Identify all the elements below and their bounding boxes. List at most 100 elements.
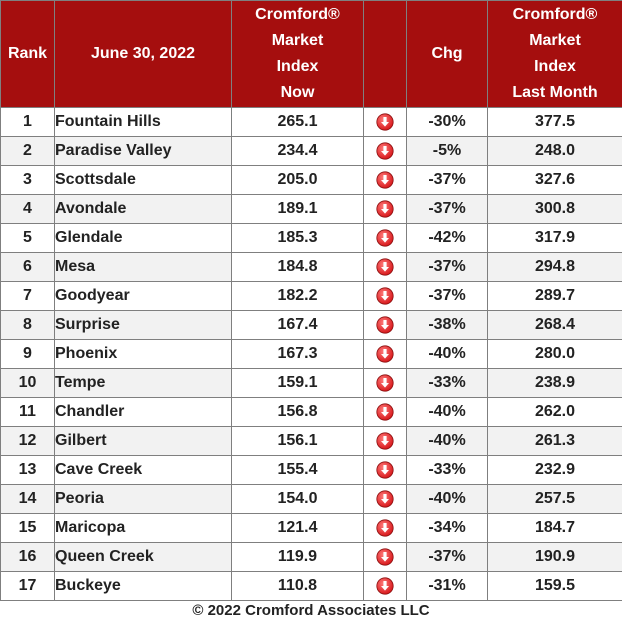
index-now-cell: 185.3	[231, 223, 364, 253]
index-last-month-cell: 190.9	[487, 542, 622, 572]
trend-cell	[363, 397, 407, 427]
index-last-month-cell: 280.0	[487, 339, 622, 369]
index-last-month-cell: 327.6	[487, 165, 622, 195]
header-index-now-line-2: Market	[271, 32, 324, 49]
down-arrow-icon	[376, 142, 394, 160]
trend-cell	[363, 165, 407, 195]
change-cell: -30%	[406, 107, 488, 137]
city-cell: Glendale	[54, 223, 232, 253]
change-cell: -33%	[406, 368, 488, 398]
header-index-last-month: Cromford® Market Index Last Month	[487, 0, 622, 108]
trend-cell	[363, 194, 407, 224]
change-cell: -33%	[406, 455, 488, 485]
down-arrow-icon	[376, 113, 394, 131]
trend-cell	[363, 542, 407, 572]
header-index-now: Cromford® Market Index Now	[231, 0, 364, 108]
down-arrow-icon	[376, 345, 394, 363]
city-cell: Queen Creek	[54, 542, 232, 572]
index-now-cell: 110.8	[231, 571, 364, 601]
down-arrow-icon	[376, 548, 394, 566]
index-now-cell: 155.4	[231, 455, 364, 485]
change-cell: -37%	[406, 281, 488, 311]
index-now-cell: 205.0	[231, 165, 364, 195]
city-cell: Goodyear	[54, 281, 232, 311]
copyright-footer: © 2022 Cromford Associates LLC	[192, 602, 430, 619]
down-arrow-icon	[376, 171, 394, 189]
rank-cell: 17	[0, 571, 55, 601]
down-arrow-icon	[376, 200, 394, 218]
table-row: 8 Surprise 167.4 -38% 268.4	[0, 310, 622, 340]
down-arrow-icon	[376, 577, 394, 595]
index-now-cell: 189.1	[231, 194, 364, 224]
index-now-cell: 154.0	[231, 484, 364, 514]
down-arrow-icon	[376, 229, 394, 247]
table-row: 17 Buckeye 110.8 -31% 159.5	[0, 571, 622, 601]
down-arrow-icon	[376, 403, 394, 421]
down-arrow-icon	[376, 316, 394, 334]
city-cell: Peoria	[54, 484, 232, 514]
index-last-month-cell: 262.0	[487, 397, 622, 427]
index-now-cell: 184.8	[231, 252, 364, 282]
change-cell: -40%	[406, 339, 488, 369]
table-row: 7 Goodyear 182.2 -37% 289.7	[0, 281, 622, 311]
index-now-cell: 265.1	[231, 107, 364, 137]
header-trend	[363, 0, 407, 108]
table-row: 13 Cave Creek 155.4 -33% 232.9	[0, 455, 622, 485]
header-index-now-line-1: Cromford®	[255, 6, 340, 23]
rank-cell: 4	[0, 194, 55, 224]
trend-cell	[363, 571, 407, 601]
index-now-cell: 156.8	[231, 397, 364, 427]
city-cell: Mesa	[54, 252, 232, 282]
rank-cell: 3	[0, 165, 55, 195]
table-row: 15 Maricopa 121.4 -34% 184.7	[0, 513, 622, 543]
change-cell: -37%	[406, 542, 488, 572]
index-last-month-cell: 377.5	[487, 107, 622, 137]
cmi-ranking-table: Rank June 30, 2022 Cromford® Market Inde…	[0, 0, 622, 601]
trend-cell	[363, 426, 407, 456]
rank-cell: 11	[0, 397, 55, 427]
index-now-cell: 119.9	[231, 542, 364, 572]
table-row: 16 Queen Creek 119.9 -37% 190.9	[0, 542, 622, 572]
index-now-cell: 156.1	[231, 426, 364, 456]
table-row: 4 Avondale 189.1 -37% 300.8	[0, 194, 622, 224]
index-last-month-cell: 268.4	[487, 310, 622, 340]
city-cell: Tempe	[54, 368, 232, 398]
change-cell: -5%	[406, 136, 488, 166]
index-last-month-cell: 294.8	[487, 252, 622, 282]
header-index-now-line-4: Now	[280, 84, 315, 101]
down-arrow-icon	[376, 432, 394, 450]
index-now-cell: 182.2	[231, 281, 364, 311]
trend-cell	[363, 513, 407, 543]
change-cell: -40%	[406, 397, 488, 427]
header-index-last-line-3: Index	[534, 58, 576, 75]
change-cell: -31%	[406, 571, 488, 601]
city-cell: Paradise Valley	[54, 136, 232, 166]
change-cell: -40%	[406, 426, 488, 456]
trend-cell	[363, 223, 407, 253]
city-cell: Surprise	[54, 310, 232, 340]
city-cell: Avondale	[54, 194, 232, 224]
header-index-last-line-1: Cromford®	[512, 6, 598, 23]
table-header: Rank June 30, 2022 Cromford® Market Inde…	[0, 0, 622, 108]
down-arrow-icon	[376, 258, 394, 276]
trend-cell	[363, 455, 407, 485]
city-cell: Scottsdale	[54, 165, 232, 195]
trend-cell	[363, 484, 407, 514]
index-now-cell: 159.1	[231, 368, 364, 398]
trend-cell	[363, 281, 407, 311]
city-cell: Gilbert	[54, 426, 232, 456]
rank-cell: 5	[0, 223, 55, 253]
header-index-last-line-2: Market	[529, 32, 581, 49]
rank-cell: 16	[0, 542, 55, 572]
rank-cell: 12	[0, 426, 55, 456]
index-last-month-cell: 184.7	[487, 513, 622, 543]
city-cell: Chandler	[54, 397, 232, 427]
change-cell: -37%	[406, 252, 488, 282]
table-row: 14 Peoria 154.0 -40% 257.5	[0, 484, 622, 514]
table-row: 3 Scottsdale 205.0 -37% 327.6	[0, 165, 622, 195]
table-row: 5 Glendale 185.3 -42% 317.9	[0, 223, 622, 253]
city-cell: Maricopa	[54, 513, 232, 543]
change-cell: -42%	[406, 223, 488, 253]
rank-cell: 9	[0, 339, 55, 369]
change-cell: -37%	[406, 165, 488, 195]
